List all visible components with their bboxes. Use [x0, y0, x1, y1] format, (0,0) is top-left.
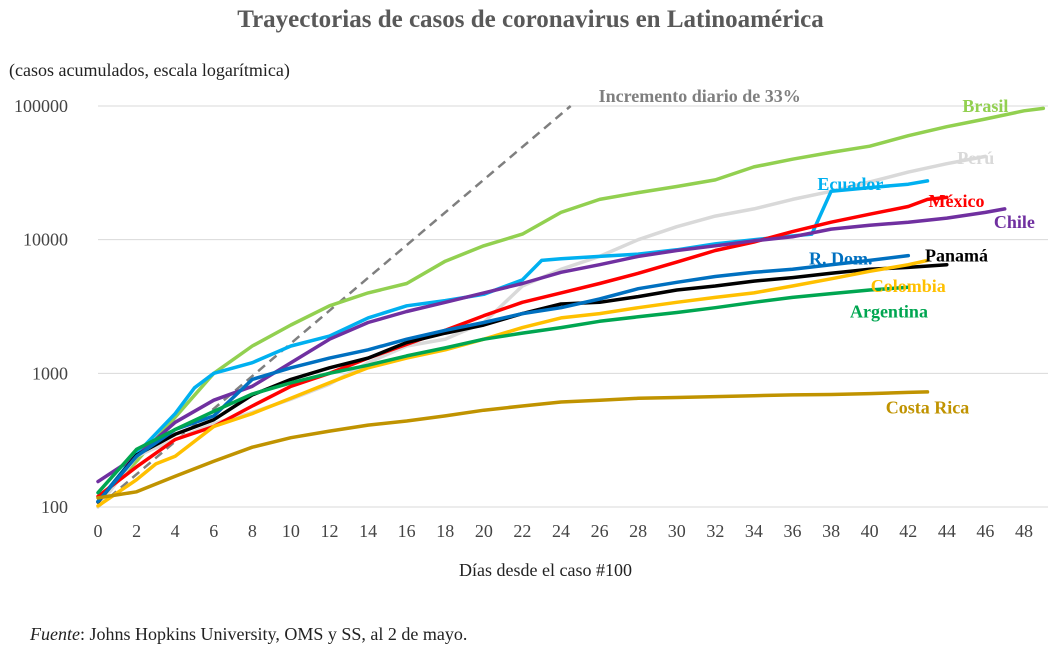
series-line-argentina	[96, 285, 911, 495]
series-label-argentina: Argentina	[850, 302, 928, 322]
series-line-panamá	[96, 262, 949, 504]
x-tick-label-2: 2	[132, 521, 141, 541]
y-tick-label-100000: 100000	[14, 96, 68, 116]
x-tick-label-4: 4	[171, 521, 180, 541]
x-tick-label-30: 30	[668, 521, 686, 541]
series-line-colombia	[96, 258, 930, 508]
x-tick-label-34: 34	[745, 521, 763, 541]
series-label-méxico: México	[928, 191, 984, 211]
x-tick-label-6: 6	[209, 521, 218, 541]
x-tick-label-22: 22	[513, 521, 531, 541]
series-label-costa-rica: Costa Rica	[886, 398, 970, 418]
x-tick-label-46: 46	[976, 521, 994, 541]
y-tick-label-1000: 1000	[32, 363, 68, 383]
x-tick-label-14: 14	[359, 521, 377, 541]
series-line-chile	[96, 207, 1007, 484]
x-tick-label-26: 26	[591, 521, 609, 541]
series-line-brasil	[96, 106, 1046, 504]
series-label-perú: Perú	[957, 148, 994, 168]
x-tick-label-44: 44	[938, 521, 956, 541]
x-tick-label-0: 0	[94, 521, 103, 541]
series-label-panamá: Panamá	[925, 246, 988, 266]
x-tick-label-16: 16	[398, 521, 416, 541]
x-tick-label-42: 42	[899, 521, 917, 541]
x-tick-label-38: 38	[822, 521, 840, 541]
series-line-costa-rica	[96, 390, 930, 500]
series-line-méxico	[96, 195, 949, 499]
x-tick-label-36: 36	[784, 521, 802, 541]
x-tick-label-40: 40	[861, 521, 879, 541]
x-tick-label-18: 18	[436, 521, 454, 541]
y-tick-label-100: 100	[41, 497, 68, 517]
y-tick-label-10000: 10000	[23, 230, 68, 250]
x-tick-label-32: 32	[706, 521, 724, 541]
x-tick-label-48: 48	[1015, 521, 1033, 541]
series-label-r-dom: R. Dom.	[809, 249, 873, 269]
reference-line	[97, 105, 572, 508]
x-tick-label-12: 12	[321, 521, 339, 541]
x-tick-label-10: 10	[282, 521, 300, 541]
y-axis-label: (casos acumulados, escala logarítmica)	[9, 60, 290, 80]
x-tick-label-24: 24	[552, 521, 570, 541]
x-tick-label-8: 8	[248, 521, 257, 541]
source-label: Fuente	[30, 624, 80, 644]
series-label-brasil: Brasil	[962, 96, 1008, 116]
x-tick-label-20: 20	[475, 521, 493, 541]
x-tick-label-28: 28	[629, 521, 647, 541]
series-label-ecuador: Ecuador	[817, 174, 883, 194]
source-note: Fuente: Johns Hopkins University, OMS y …	[30, 624, 467, 645]
reference-line-label: Incremento diario de 33%	[599, 86, 801, 106]
source-text: : Johns Hopkins University, OMS y SS, al…	[79, 624, 468, 644]
x-axis-label: Días desde el caso #100	[459, 560, 632, 580]
series-label-colombia: Colombia	[871, 276, 946, 296]
series-line-r-dom	[96, 253, 911, 504]
chart-title: Trayectorias de casos de coronavirus en …	[237, 6, 824, 33]
series-label-chile: Chile	[994, 212, 1035, 232]
